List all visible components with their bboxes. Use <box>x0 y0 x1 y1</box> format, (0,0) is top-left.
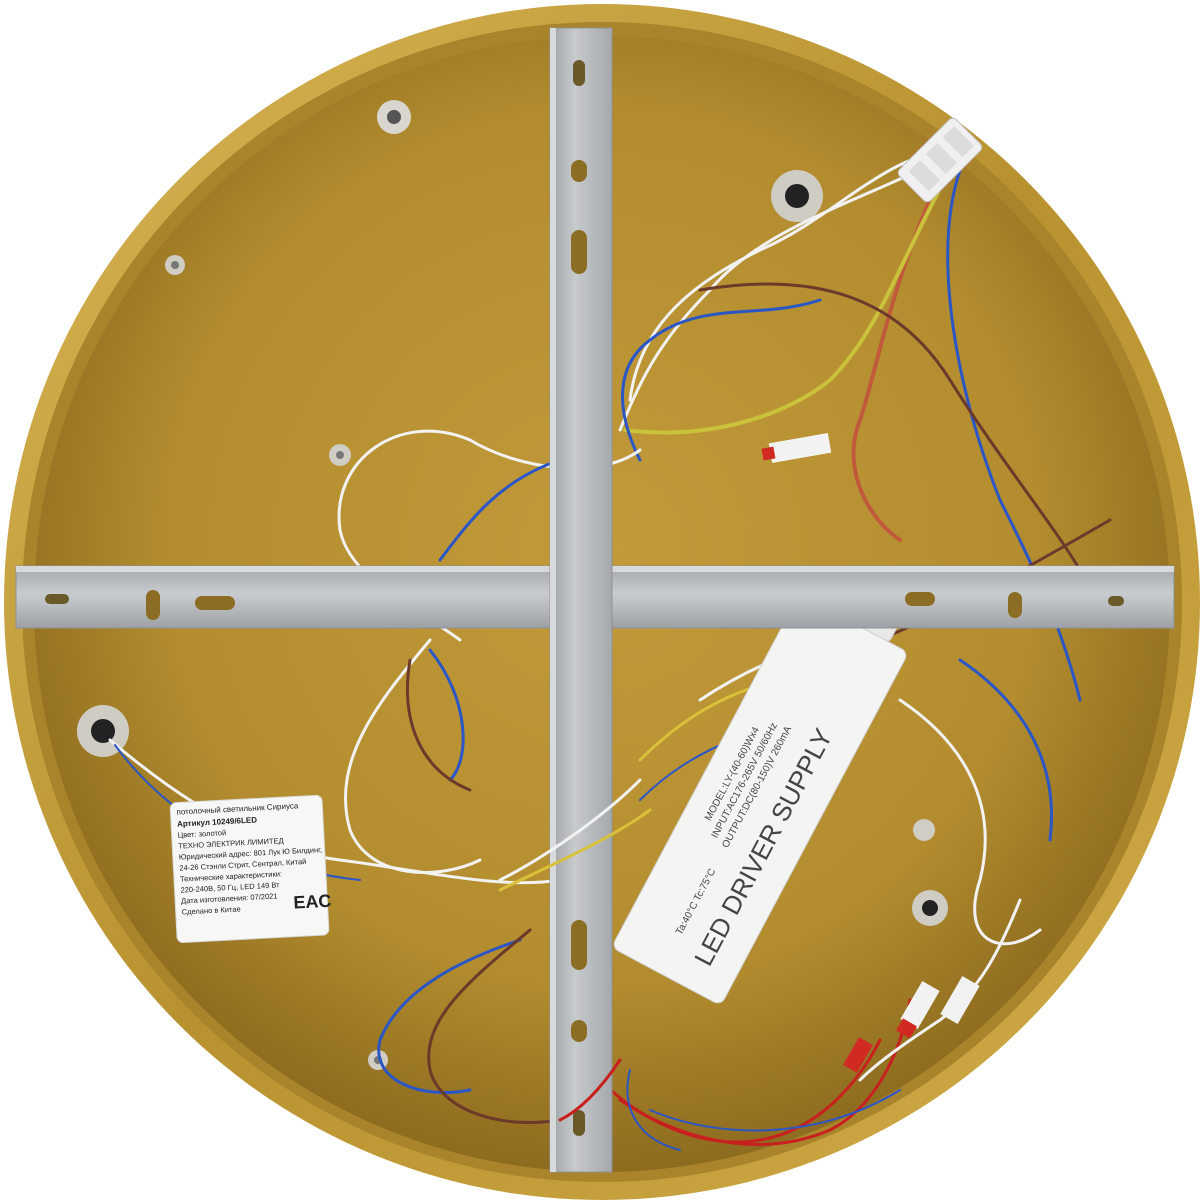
eac-mark: EAC <box>293 891 332 913</box>
screw-left <box>165 255 185 275</box>
red-connector-top <box>761 432 832 464</box>
label-line-2: Артикул 10249/6LED <box>177 815 258 828</box>
grommet-top <box>771 170 823 222</box>
mounting-bracket-vertical <box>549 27 613 1173</box>
red-connector-right-3 <box>843 1037 873 1073</box>
screw-mid-left <box>329 444 351 466</box>
terminal-block <box>897 117 983 203</box>
screw-top-left <box>377 100 411 134</box>
label-line-3: Цвет: золотой <box>177 828 226 840</box>
label-line-10: Сделано в Китае <box>181 904 240 916</box>
screw-driver-end <box>913 819 935 841</box>
red-connector-right-1 <box>896 980 940 1039</box>
grommet-right <box>912 890 948 926</box>
red-connector-right-2 <box>940 975 980 1025</box>
wires-front <box>498 778 681 1151</box>
product-label: потолочный светильник Сириуса Артикул 10… <box>169 794 332 944</box>
